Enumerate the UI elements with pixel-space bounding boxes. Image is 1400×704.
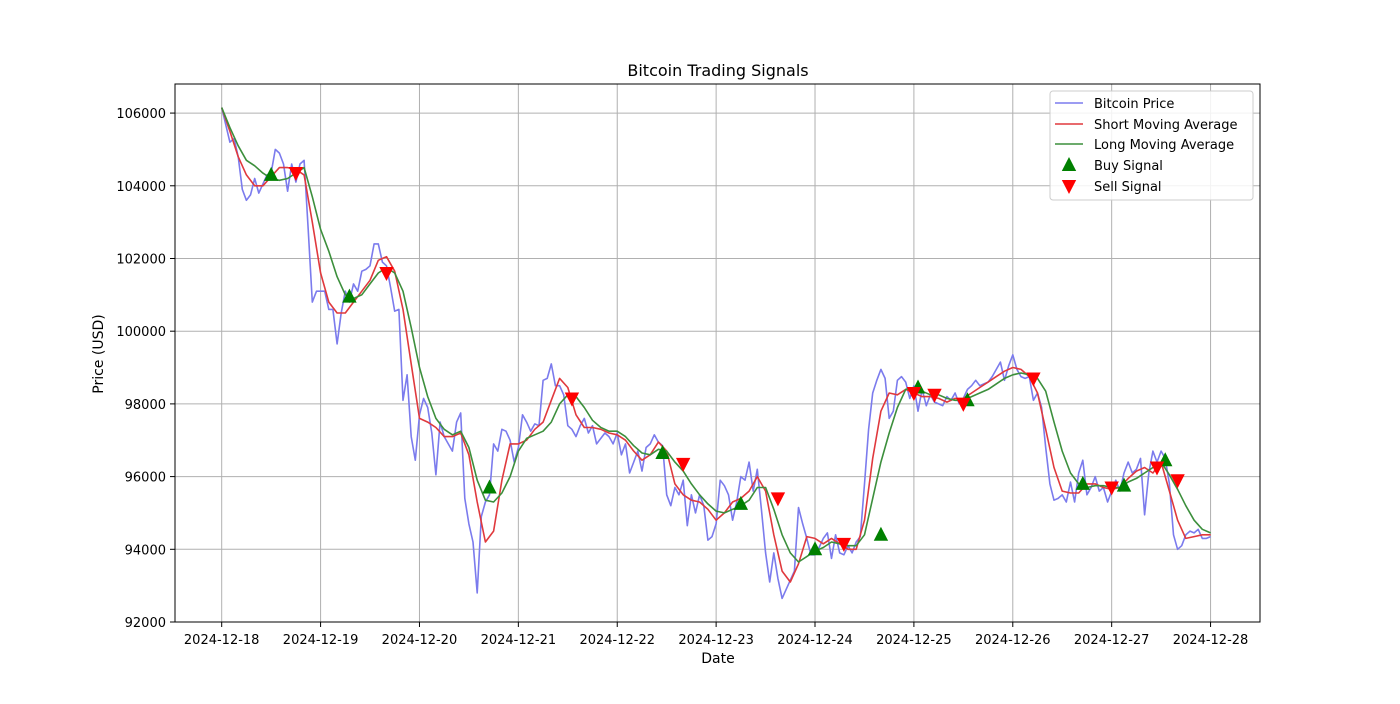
bitcoin-price-line <box>220 107 1211 600</box>
buy-signal-marker <box>482 479 497 494</box>
buy-signal-marker <box>1075 475 1091 490</box>
y-tick-label: 100000 <box>116 325 166 340</box>
sell-signal-marker <box>1104 481 1119 496</box>
sell-signal-marker <box>927 388 942 403</box>
buy-signal-marker <box>342 288 357 303</box>
y-tick-label: 98000 <box>125 398 166 413</box>
sell-signal-marker <box>770 492 786 507</box>
sell-signal-marker <box>836 537 852 552</box>
y-tick-label: 102000 <box>116 252 166 267</box>
legend-frame <box>1049 90 1254 201</box>
legend-label: Long Moving Average <box>1094 138 1234 153</box>
legend-label: Bitcoin Price <box>1094 97 1174 112</box>
x-tick-label: 2024-12-18 <box>184 633 260 648</box>
signal-layer <box>263 166 1185 556</box>
legend-label: Sell Signal <box>1094 180 1162 195</box>
buy-signal-marker <box>1116 477 1132 492</box>
buy-signal-marker <box>733 495 749 510</box>
sell-signal-marker <box>288 167 304 182</box>
x-tick-label: 2024-12-25 <box>876 633 952 648</box>
y-axis-label: Price (USD) <box>91 314 107 393</box>
buy-signal-marker <box>873 526 889 541</box>
buy-signal-marker <box>807 541 823 556</box>
buy-signal-marker <box>655 444 670 459</box>
x-tick-label: 2024-12-28 <box>1173 633 1249 648</box>
sell-signal-marker <box>906 386 922 401</box>
legend-label: Buy Signal <box>1094 159 1163 174</box>
x-tick-label: 2024-12-26 <box>975 633 1051 648</box>
x-tick-label: 2024-12-22 <box>579 633 655 648</box>
short-moving-average-line <box>220 107 1211 583</box>
x-tick-label: 2024-12-20 <box>382 633 458 648</box>
y-tick-label: 106000 <box>116 107 166 122</box>
y-tick-label: 104000 <box>116 180 166 195</box>
x-tick-label: 2024-12-19 <box>283 633 359 648</box>
sell-signal-marker <box>956 397 971 412</box>
sell-signal-marker <box>1170 474 1185 489</box>
buy-signal-marker <box>263 166 279 181</box>
legend: Bitcoin Price Short Moving Average Long Mo… <box>1049 90 1254 201</box>
legend-label: Short Moving Average <box>1094 118 1238 133</box>
sell-signal-marker <box>1026 372 1041 387</box>
y-tick-label: 94000 <box>125 543 166 558</box>
sell-signal-marker <box>1149 461 1165 476</box>
sell-signal-marker <box>379 267 394 282</box>
x-tick-label: 2024-12-24 <box>777 633 853 648</box>
legend-sell-swatch <box>1061 180 1077 194</box>
plot-area-frame <box>174 83 1261 623</box>
y-tick-label: 92000 <box>125 616 166 631</box>
x-tick-label: 2024-12-27 <box>1074 633 1150 648</box>
x-tick-label: 2024-12-21 <box>481 633 557 648</box>
tick-layer: 2024-12-18 2024-12-19 2024-12-20 2024-12-21… <box>116 107 1248 648</box>
y-tick-label: 96000 <box>125 471 166 486</box>
chart-title: Bitcoin Trading Signals <box>627 61 808 80</box>
sell-signal-marker <box>564 392 580 407</box>
legend-buy-swatch <box>1061 157 1077 171</box>
x-tick-label: 2024-12-23 <box>678 633 754 648</box>
x-axis-label: Date <box>701 651 734 667</box>
sell-signal-marker <box>675 457 691 472</box>
